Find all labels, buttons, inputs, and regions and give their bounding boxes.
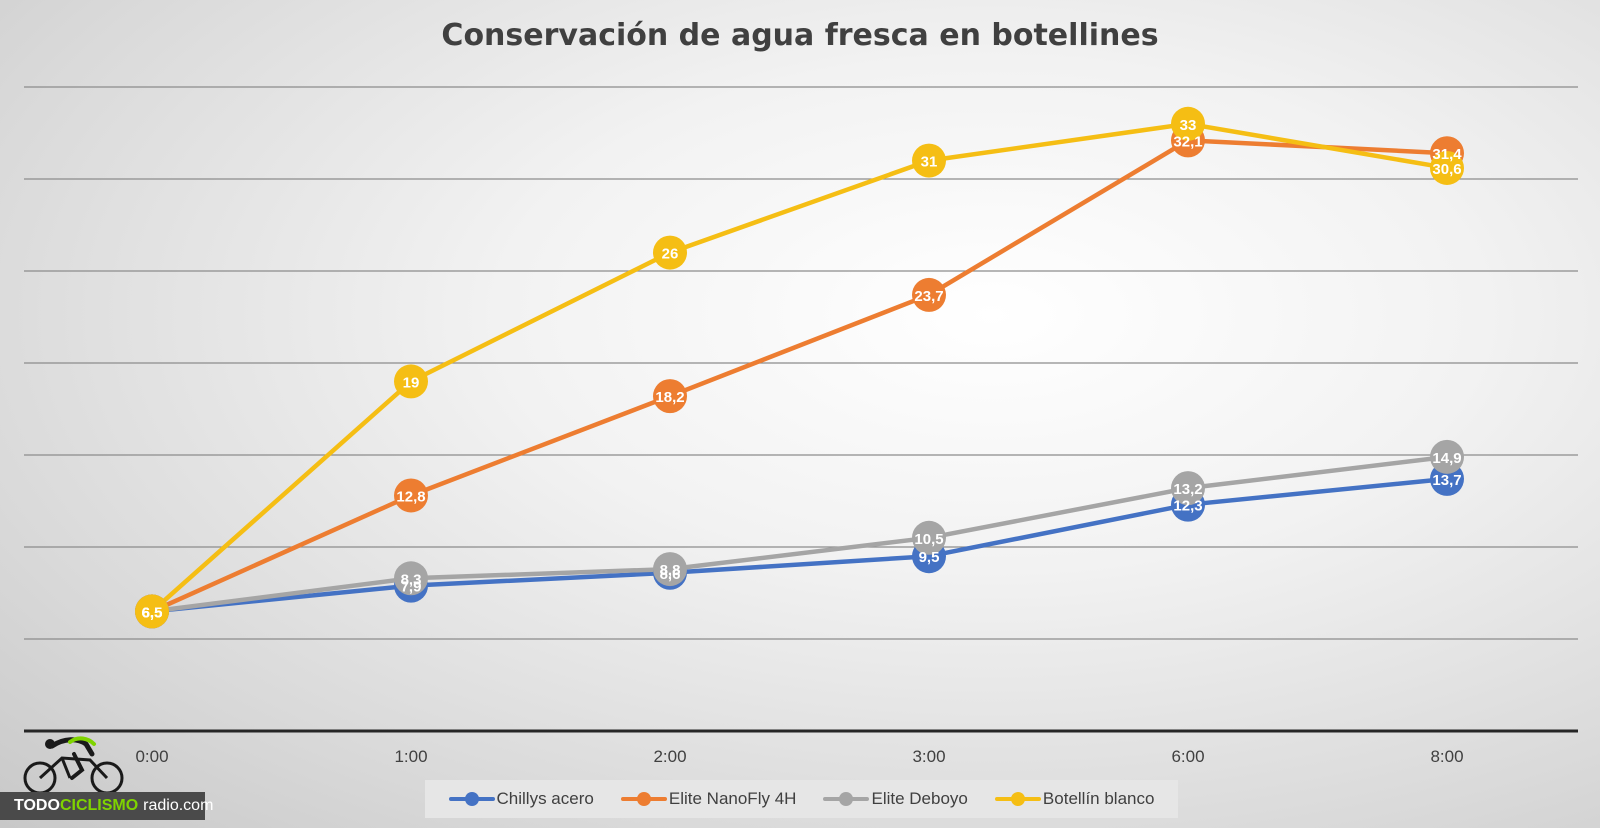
- data-label: 6,5: [142, 604, 163, 621]
- data-marker: [394, 561, 428, 596]
- series-lines: [149, 121, 1450, 614]
- x-tick-label: 8:00: [1430, 747, 1463, 766]
- todociclismo-logo: TODO CICLISMO radio.com: [0, 732, 213, 820]
- data-label: 6,5: [142, 604, 163, 621]
- data-marker: [394, 364, 428, 399]
- legend-item: Botellín blanco: [994, 789, 1155, 809]
- data-label: 6,5: [142, 604, 163, 621]
- data-label: 13,7: [1432, 472, 1461, 489]
- x-tick-label: 3:00: [912, 747, 945, 766]
- data-label: 32,1: [1173, 133, 1202, 150]
- x-tick-label: 0:00: [135, 747, 168, 766]
- data-marker: [912, 277, 946, 312]
- data-label: 8,6: [660, 566, 681, 583]
- data-marker: [653, 552, 687, 587]
- legend-item: Chillys acero: [448, 789, 594, 809]
- legend-item: Elite Deboyo: [823, 789, 968, 809]
- x-tick-label: 1:00: [394, 747, 427, 766]
- series-line: [149, 121, 1450, 614]
- data-label: 8,8: [660, 562, 681, 579]
- x-tick-label: 6:00: [1171, 747, 1204, 766]
- data-label: 31: [921, 154, 938, 171]
- data-marker: [653, 379, 687, 414]
- data-label: 10,5: [914, 531, 943, 548]
- data-label: 8,3: [401, 571, 422, 588]
- data-marker: [912, 143, 946, 178]
- data-label: 18,2: [655, 389, 684, 406]
- data-label: 9,5: [919, 549, 940, 566]
- data-label: 12,8: [396, 488, 425, 505]
- data-label: 13,2: [1173, 481, 1202, 498]
- data-label: 33: [1180, 117, 1197, 134]
- logo-wordmark: TODO CICLISMO radio.com: [0, 792, 213, 820]
- data-label: 12,3: [1173, 498, 1202, 515]
- chart-title: Conservación de agua fresca en botelline…: [441, 18, 1159, 53]
- data-label: 31,4: [1432, 146, 1462, 163]
- data-marker: [653, 235, 687, 270]
- series-line: [149, 138, 1450, 614]
- data-label: 14,9: [1432, 450, 1461, 467]
- data-label: 23,7: [914, 288, 943, 305]
- series-line: [149, 454, 1450, 614]
- data-label: 26: [662, 246, 679, 263]
- logo-text-ciclismo: CICLISMO: [59, 797, 139, 814]
- legend-label: Botellín blanco: [1042, 789, 1155, 808]
- legend-swatch: [994, 792, 1041, 806]
- data-marker: [135, 594, 169, 629]
- data-label: 30,6: [1432, 161, 1461, 178]
- data-markers: [135, 106, 1464, 629]
- data-marker: [1171, 471, 1205, 506]
- legend-label: Chillys acero: [496, 789, 594, 808]
- x-tick-label: 2:00: [653, 747, 686, 766]
- x-tick-labels: 0:00 1:00 2:00 3:00 6:00 8:00: [135, 747, 1463, 766]
- chart-legend: Chillys acero Elite NanoFly 4H Elite Deboy…: [425, 780, 1178, 818]
- legend-swatch: [448, 792, 495, 806]
- legend-label: Elite Deboyo: [871, 789, 968, 808]
- data-labels: 6,57,98,69,512,313,76,512,818,223,732,13…: [142, 117, 1463, 622]
- legend-label: Elite NanoFly 4H: [668, 789, 797, 808]
- series-line: [149, 476, 1450, 614]
- data-label: 7,9: [401, 579, 422, 596]
- data-marker: [1171, 106, 1205, 141]
- cyclist-icon: [23, 736, 124, 794]
- gridlines: [24, 86, 1578, 640]
- data-marker: [912, 520, 946, 555]
- data-label: 6,5: [142, 604, 163, 621]
- legend-swatch: [620, 792, 667, 806]
- legend-swatch: [823, 792, 870, 806]
- logo-text-radio: radio.com: [143, 797, 214, 814]
- logo-text-todo: TODO: [14, 797, 60, 814]
- legend-item: Elite NanoFly 4H: [620, 789, 797, 809]
- data-marker: [1430, 439, 1464, 474]
- data-marker: [394, 478, 428, 513]
- data-label: 19: [403, 374, 420, 391]
- data-marker: [1430, 150, 1464, 185]
- line-chart: 0:00 1:00 2:00 3:00 6:00 8:00 6,5 7,9 8,6 9,5 12,…: [24, 86, 1578, 766]
